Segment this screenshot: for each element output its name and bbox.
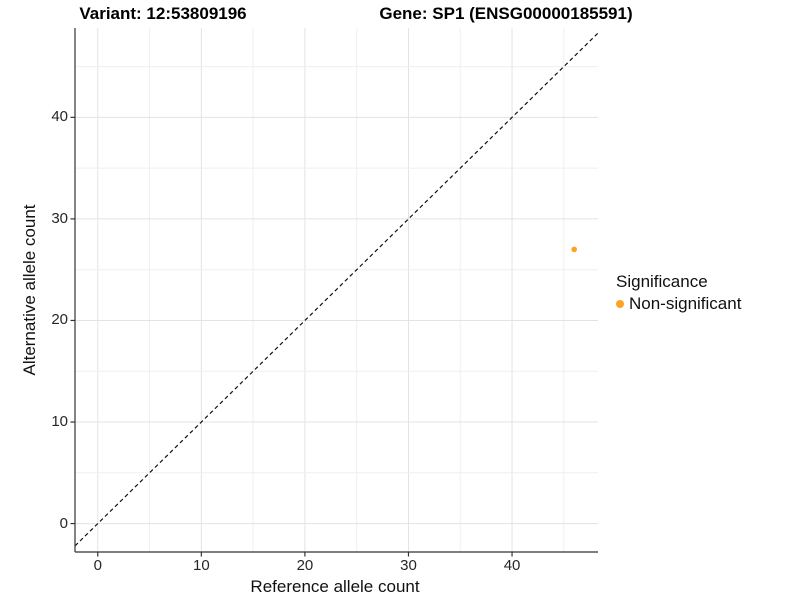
y-axis-title: Alternative allele count	[20, 204, 39, 376]
x-tick-label: 20	[296, 557, 314, 574]
x-tick-label: 0	[93, 557, 102, 574]
legend-title: Significance	[616, 272, 708, 291]
y-tick-label: 40	[51, 108, 68, 126]
x-tick-label: 40	[503, 557, 521, 574]
data-point	[571, 246, 577, 253]
legend-point-icon	[616, 300, 624, 308]
x-tick-label: 10	[193, 557, 210, 574]
identity-line	[74, 32, 599, 547]
y-tick-label: 20	[51, 311, 68, 329]
legend-item-label: Non-significant	[629, 294, 742, 313]
y-tick-label: 30	[51, 210, 68, 228]
legend-item: Non-significant	[616, 294, 742, 313]
plot-title-variant: Variant: 12:53809196	[79, 4, 247, 23]
y-tick-label: 10	[51, 413, 68, 431]
x-axis-title: Reference allele count	[250, 577, 420, 596]
legend: Significance Non-significant	[616, 272, 741, 313]
x-tick-label: 30	[400, 557, 417, 574]
y-tick-label: 0	[59, 514, 68, 532]
plot-title-gene: Gene: SP1 (ENSG00000185591)	[379, 4, 633, 23]
